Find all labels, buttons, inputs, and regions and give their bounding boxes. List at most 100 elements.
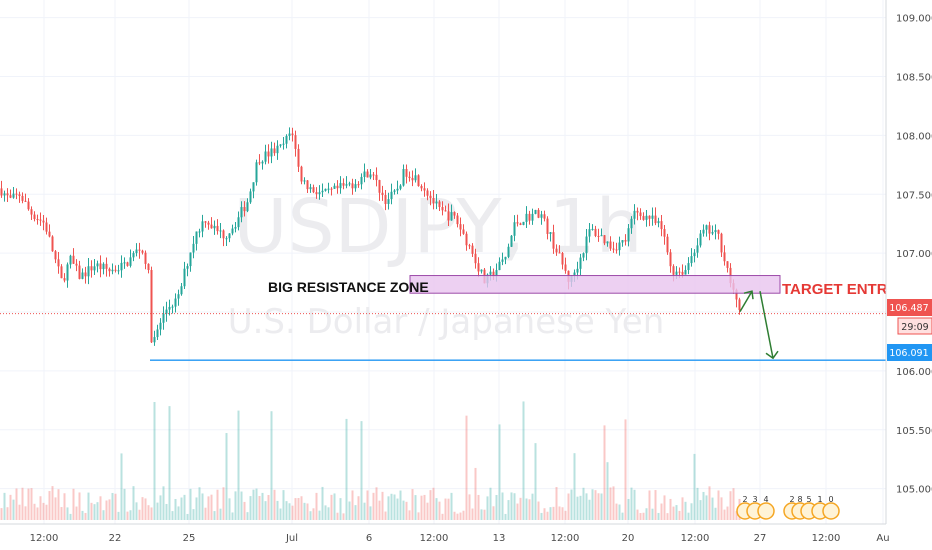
candle-body: [160, 323, 162, 330]
candle-body: [664, 229, 666, 237]
volume-bar: [424, 495, 426, 520]
volume-bar: [712, 498, 714, 520]
volume-bar: [271, 411, 273, 520]
volume-bar: [85, 513, 87, 520]
x-tick-label: 13: [493, 533, 506, 544]
volume-bar: [352, 490, 354, 520]
volume-bar: [670, 499, 672, 520]
candle-body: [7, 193, 9, 195]
candle-body: [613, 249, 615, 250]
volume-bar: [637, 510, 639, 520]
volume-bar: [103, 510, 105, 520]
volume-bar: [472, 509, 474, 520]
candle-body: [127, 262, 129, 265]
candle-body: [91, 266, 93, 270]
candle-body: [559, 252, 561, 253]
event-flag-icon: [823, 503, 839, 519]
volume-bar: [529, 499, 531, 520]
candle-body: [616, 249, 618, 250]
volume-bar: [400, 491, 402, 520]
volume-bar: [346, 419, 348, 520]
candle-body: [265, 151, 267, 161]
candle-body: [541, 214, 543, 217]
volume-bar: [664, 495, 666, 520]
candle-body: [412, 178, 414, 180]
volume-bar: [511, 492, 513, 520]
volume-bar: [7, 507, 9, 520]
candle-body: [145, 253, 147, 264]
volume-bar: [391, 494, 393, 520]
candle-body: [349, 183, 351, 184]
candle-body: [277, 146, 279, 153]
event-label: 3: [752, 495, 757, 504]
candle-body: [466, 234, 468, 245]
event-label: 8: [797, 495, 802, 504]
event-label: 4: [763, 495, 768, 504]
x-tick-label: 22: [109, 533, 122, 544]
volume-bar: [97, 502, 99, 520]
volume-bar: [82, 511, 84, 520]
candle-body: [259, 162, 261, 163]
candle-body: [67, 264, 69, 280]
volume-bar: [223, 487, 225, 520]
candle-body: [367, 172, 369, 178]
candle-body: [286, 136, 288, 144]
volume-bar: [316, 493, 318, 520]
volume-bar: [415, 495, 417, 520]
volume-bar: [181, 498, 183, 520]
volume-bar: [1, 508, 3, 520]
volume-bar: [583, 488, 585, 520]
candle-body: [337, 186, 339, 188]
volume-bar: [157, 503, 159, 520]
candle-body: [706, 225, 708, 229]
volume-bar: [31, 488, 33, 520]
volume-bar: [238, 411, 240, 520]
volume-bar: [445, 499, 447, 520]
candle-body: [310, 187, 312, 189]
volume-bar: [112, 493, 114, 520]
candle-body: [379, 180, 381, 193]
candle-body: [187, 266, 189, 269]
volume-bar: [487, 496, 489, 520]
candle-body: [211, 225, 213, 229]
candle-body: [472, 246, 474, 254]
volume-bar: [379, 501, 381, 520]
volume-bar: [631, 488, 633, 520]
candle-body: [181, 286, 183, 294]
candle-body: [226, 238, 228, 239]
candle-body: [76, 264, 78, 266]
volume-bar: [295, 498, 297, 520]
volume-bar: [280, 509, 282, 520]
volume-bar: [124, 489, 126, 520]
candle-body: [133, 253, 135, 257]
volume-bar: [265, 501, 267, 520]
candle-body: [625, 240, 627, 241]
candle-body: [103, 264, 105, 269]
candle-body: [10, 195, 12, 197]
candle-body: [535, 210, 537, 214]
candle-body: [643, 216, 645, 220]
candle-body: [316, 192, 318, 194]
candle-body: [475, 254, 477, 263]
candle-body: [358, 184, 360, 185]
candle-body: [364, 172, 366, 177]
candle-body: [577, 269, 579, 273]
volume-bar: [628, 499, 630, 520]
candle-body: [691, 256, 693, 263]
volume-bar: [154, 402, 156, 520]
volume-bar: [160, 495, 162, 520]
event-label: 2: [789, 495, 794, 504]
volume-bar: [121, 453, 123, 520]
volume-bar: [355, 505, 357, 520]
candle-body: [649, 216, 651, 219]
volume-bar: [139, 510, 141, 520]
candle-body: [361, 177, 363, 184]
volume-bar: [589, 500, 591, 520]
volume-bar: [508, 500, 510, 520]
volume-bar: [493, 506, 495, 520]
candle-body: [391, 192, 393, 199]
volume-bar: [76, 507, 78, 520]
volume-bar: [436, 498, 438, 520]
